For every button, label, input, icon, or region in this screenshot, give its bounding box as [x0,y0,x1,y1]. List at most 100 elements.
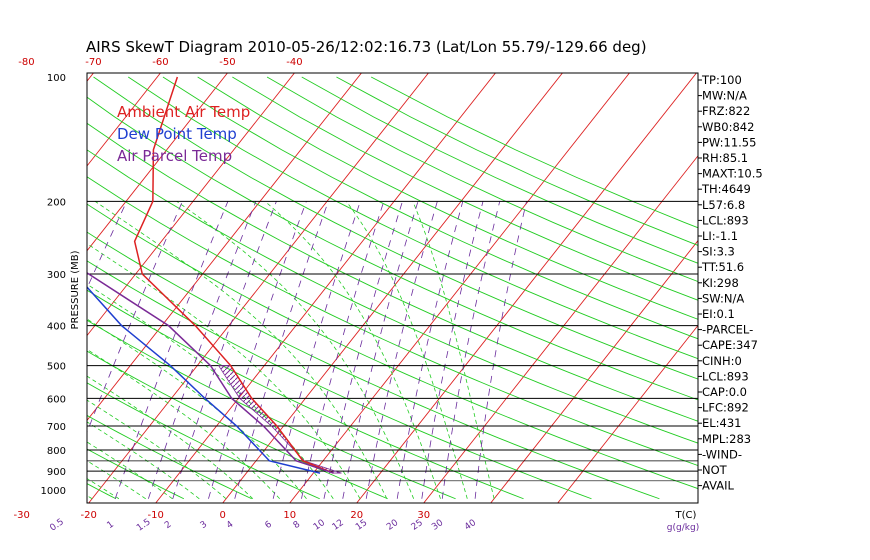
sounding-profiles [87,76,334,474]
background-grid [0,60,698,520]
dry-adiabat-line [162,76,698,340]
moist-adiabat-line [87,348,280,500]
index-label: TT:51.6 [701,260,744,274]
mixing-ratio-tick-label: 4 [225,519,236,531]
top-temp-tick-label: -40 [286,57,302,68]
pressure-tick-label: 400 [47,322,66,333]
bottom-temp-tick-label: -20 [81,510,97,521]
y-axis-label: PRESSURE (MB) [70,250,81,329]
legend: Ambient Air Temp Dew Point Temp Air Parcel… [117,103,250,165]
pressure-tick-label: 300 [47,270,66,281]
x-axis-label: T(C) [675,510,697,521]
dry-adiabat-line [87,176,698,467]
mixing-ratio-tick-label: 20 [385,518,400,533]
bottom-temp-tick-label: -30 [14,510,30,521]
dry-adiabat-line [301,76,698,264]
moist-adiabat-line [345,201,468,499]
dry-adiabat-line [370,76,698,229]
dry-adiabat-line [0,77,48,499]
index-label: KI:298 [702,276,739,290]
index-label: FRZ:822 [702,104,750,118]
isotherm-line [155,73,497,503]
mixing-ratio-tick-label: 8 [292,519,303,531]
moist-adiabat-line [264,201,441,499]
top-temp-tick-label: -50 [219,57,235,68]
dry-adiabat-line [87,231,660,500]
mixing-ratio-unit-label: g(g/kg) [667,523,699,533]
moist-adiabat-line [94,200,388,499]
dry-adiabat-line [197,76,698,320]
index-label: MAXT:10.5 [702,167,763,181]
bottom-temp-tick-label: 20 [350,510,363,521]
index-label: LFC:892 [702,401,749,415]
index-label: TH:4649 [701,182,751,196]
dry-adiabat-line [266,76,698,283]
mixing-ratio-line [474,201,527,499]
plot-frame [86,72,699,504]
dry-adiabat-line [87,96,698,401]
legend-entry: Ambient Air Temp [117,103,250,121]
mixing-ratio-line [323,201,403,499]
index-label: AVAIL [702,479,735,493]
mixing-ratio-line [114,201,229,499]
mixing-ratio-line [87,201,88,204]
index-label: EI:0.1 [702,307,735,321]
bottom-temp-tick-label: 10 [283,510,296,521]
dry-adiabat-line [87,289,524,500]
index-label: CAP:0.0 [702,385,747,399]
mixing-ratio-tick-label: 12 [331,518,346,533]
mixing-ratio-tick-label: 10 [312,518,327,533]
index-label: L57:6.8 [702,198,745,212]
mixing-ratio-tick-label: 40 [463,518,478,533]
isotherm-line [87,73,229,252]
index-label: MPL:283 [702,432,751,446]
index-label: -WIND- [702,447,742,461]
isotherm-line [423,155,698,503]
pressure-tick-label: 1000 [41,486,66,497]
index-label: SI:3.3 [702,245,735,259]
isotherm-line [222,73,564,503]
dry-adiabat-line [93,76,698,380]
index-label: NOT [702,463,728,477]
dry-adiabat-line [87,483,117,500]
legend-entry: Dew Point Temp [117,125,237,143]
index-label: EL:431 [702,416,742,430]
moist-adiabat-line [87,421,200,500]
mixing-ratio-line [365,201,438,499]
pressure-tick-label: 500 [47,362,66,373]
top-temp-tick-label: -70 [85,57,101,68]
isotherm-line [557,324,698,503]
index-label: LCL:893 [702,369,749,383]
mixing-ratio-line [87,201,183,434]
dry-adiabat-line [87,319,456,500]
bottom-temp-tick-label: 0 [220,510,226,521]
mixing-ratio-tick-label: 30 [430,518,445,533]
index-label: LCL:893 [702,213,749,227]
pressure-tick-label: 600 [47,394,66,405]
mixing-ratio-line [208,201,307,499]
series-dew-point-temp [87,285,321,474]
series-air-parcel-temp [87,272,334,474]
mixing-ratio-tick-label: 2 [163,520,173,531]
mixing-ratio-tick-label: 6 [263,519,274,531]
mixing-ratio-line [234,201,329,499]
isotherm-line [490,239,698,503]
moist-adiabat-line [87,441,173,500]
mixing-ratio-line [421,201,484,499]
index-label: LI:-1.1 [702,229,738,243]
mixing-ratio-line [441,201,501,499]
pressure-tick-label: 800 [47,446,66,457]
moist-adiabat-line [87,460,146,500]
isotherm-line [0,60,37,520]
isotherm-line [289,73,631,503]
mixing-ratio-line [396,201,464,499]
legend-entry: Air Parcel Temp [117,147,232,165]
isotherm-line [88,73,430,503]
mixing-ratio-tick-label: 3 [199,520,209,531]
mixing-ratio-line [342,201,419,499]
series-ambient-air-temp [133,76,334,474]
index-label: RH:85.1 [702,151,748,165]
dry-adiabat-line [127,76,698,360]
bottom-temp-tick-label: -10 [148,510,164,521]
